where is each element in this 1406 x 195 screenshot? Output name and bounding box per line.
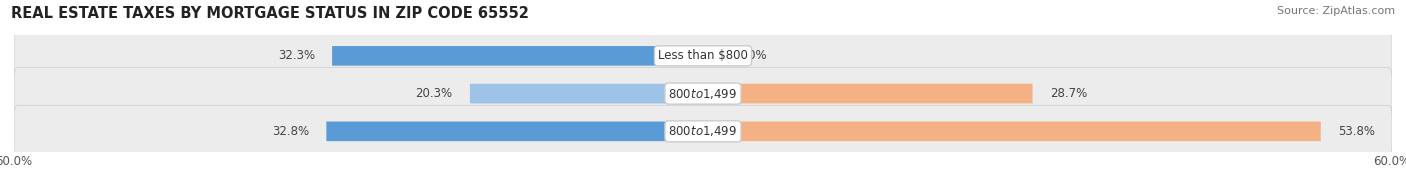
Text: 32.3%: 32.3% [278, 49, 315, 62]
FancyBboxPatch shape [332, 46, 703, 66]
Text: 53.8%: 53.8% [1339, 125, 1375, 138]
Text: 0.0%: 0.0% [738, 49, 768, 62]
Text: 32.8%: 32.8% [271, 125, 309, 138]
Text: 28.7%: 28.7% [1050, 87, 1087, 100]
FancyBboxPatch shape [326, 121, 703, 141]
FancyBboxPatch shape [470, 84, 703, 103]
Text: 20.3%: 20.3% [416, 87, 453, 100]
Text: Source: ZipAtlas.com: Source: ZipAtlas.com [1277, 6, 1395, 16]
Text: $800 to $1,499: $800 to $1,499 [668, 124, 738, 138]
FancyBboxPatch shape [14, 67, 1392, 120]
FancyBboxPatch shape [14, 30, 1392, 82]
FancyBboxPatch shape [703, 121, 1320, 141]
FancyBboxPatch shape [703, 84, 1032, 103]
Text: REAL ESTATE TAXES BY MORTGAGE STATUS IN ZIP CODE 65552: REAL ESTATE TAXES BY MORTGAGE STATUS IN … [11, 6, 529, 21]
FancyBboxPatch shape [14, 105, 1392, 157]
Text: $800 to $1,499: $800 to $1,499 [668, 87, 738, 101]
Text: Less than $800: Less than $800 [658, 49, 748, 62]
